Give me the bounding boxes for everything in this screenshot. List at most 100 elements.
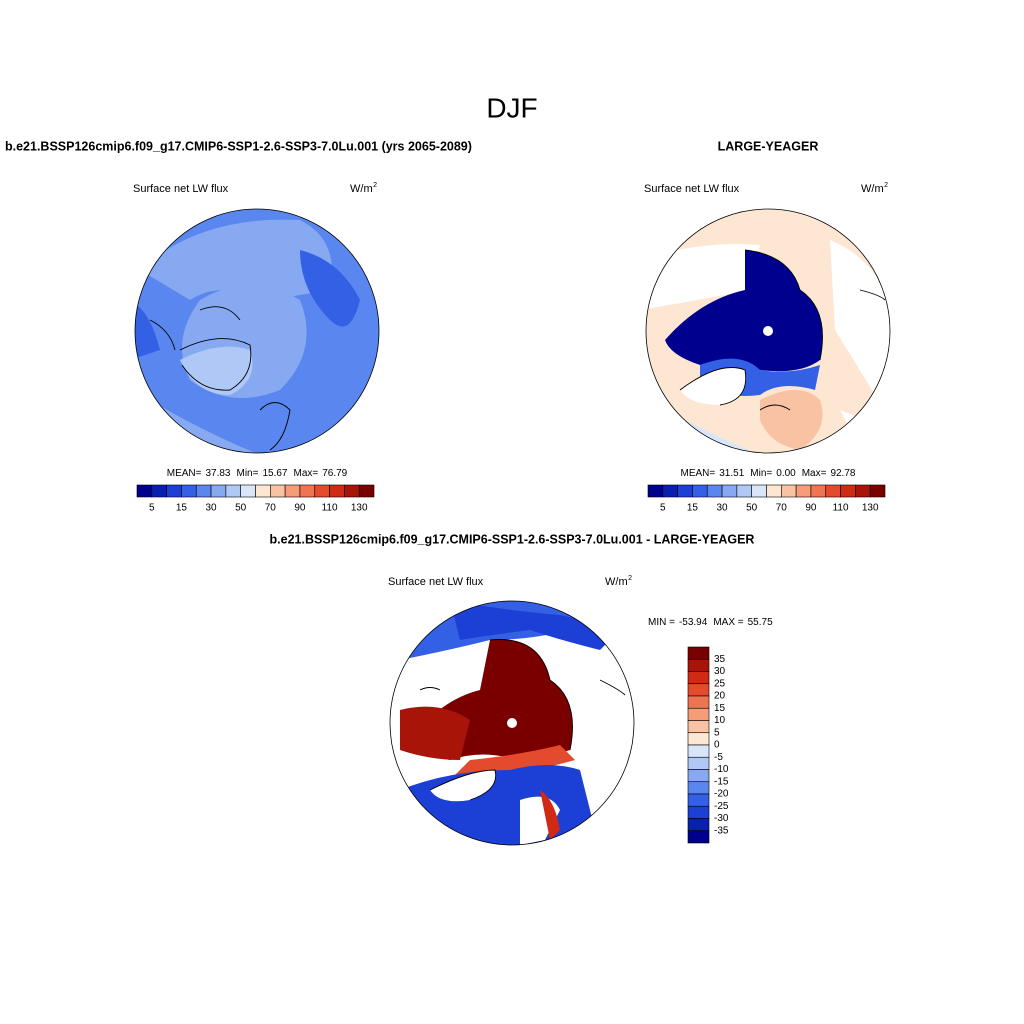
stat-name: MEAN= — [167, 468, 202, 479]
colorbar-tick-label: 110 — [833, 503, 849, 514]
colorbar-tick-label: 25 — [714, 678, 726, 689]
colorbar-tick-label: 35 — [714, 654, 726, 665]
stat-name: Min= — [750, 468, 772, 479]
coastline — [149, 306, 291, 451]
colorbar-tick-label: 15 — [714, 703, 726, 714]
panel-title: b.e21.BSSP126cmip6.f09_g17.CMIP6-SSP1-2.… — [5, 139, 472, 153]
field-label: Surface net LW flux — [644, 183, 740, 195]
colorbar-box — [687, 769, 710, 783]
field-label: Surface net LW flux — [133, 183, 229, 195]
colorbar-tick-label: -10 — [714, 764, 729, 775]
colorbar-tick-label: 110 — [322, 503, 338, 514]
field-label: Surface net LW flux — [388, 576, 484, 588]
colorbar-tick-label: 90 — [294, 503, 306, 514]
colorbar-box — [225, 484, 241, 498]
map-border — [645, 208, 891, 454]
colorbar-tick-label: 30 — [206, 503, 218, 514]
stat-name: Max= — [293, 468, 318, 479]
colorbar-box — [181, 484, 197, 498]
colorbar-box — [869, 484, 886, 498]
stat-value: 15.67 — [262, 468, 287, 479]
stat-name: Max= — [802, 468, 827, 479]
colorbar-box — [687, 744, 710, 758]
stats: MEAN= 31.51 Min= 0.00 Max= 92.78 — [681, 468, 856, 479]
colorbar-tick-label: 90 — [805, 503, 817, 514]
colorbar-box — [855, 484, 871, 498]
colorbar-tick-label: 130 — [351, 503, 368, 514]
colorbar-box — [255, 484, 271, 498]
colorbar-tick-label: -20 — [714, 789, 729, 800]
colorbar-box — [195, 484, 212, 498]
colorbar-tick-label: -35 — [714, 825, 729, 836]
colorbar-box — [687, 781, 710, 795]
colorbar-box — [840, 484, 856, 498]
colorbar-tick-label: 5 — [660, 503, 666, 514]
colorbar-tick-label: -15 — [714, 776, 729, 787]
stat-value: 31.51 — [719, 468, 744, 479]
colorbar-box — [210, 484, 227, 498]
stat-value: 0.00 — [776, 468, 796, 479]
colorbar-box — [284, 484, 301, 498]
colorbar-box — [662, 484, 678, 498]
colorbar-tick-label: 70 — [776, 503, 788, 514]
suptitle: DJF — [486, 92, 537, 123]
stats: MIN = -53.94 MAX = 55.75 — [648, 617, 773, 628]
colorbar-tick-label: 130 — [862, 503, 879, 514]
colorbar-box — [329, 484, 345, 498]
colorbar-box — [766, 484, 782, 498]
colorbar-box — [270, 484, 286, 498]
colorbar-box — [358, 484, 375, 498]
map-border — [389, 600, 635, 846]
colorbar-box — [687, 671, 710, 685]
colorbar-tick-label: 50 — [235, 503, 247, 514]
colorbar-tick-label: 50 — [746, 503, 758, 514]
colorbar-box — [687, 683, 710, 697]
colorbar-box — [240, 484, 256, 498]
stat-name: MAX = — [713, 617, 743, 628]
colorbar-box — [151, 484, 167, 498]
colorbar-box — [687, 695, 710, 709]
colorbar-box — [687, 707, 710, 721]
colorbar-tick-label: 15 — [176, 503, 188, 514]
units: W/m — [861, 183, 884, 195]
colorbar-tick-label: 30 — [717, 503, 729, 514]
panel-title: LARGE-YEAGER — [718, 139, 819, 153]
colorbar-tick-label: 0 — [714, 740, 720, 751]
colorbar-box — [692, 484, 708, 498]
stat-value: -53.94 — [679, 617, 708, 628]
units-sup: 2 — [373, 182, 377, 189]
colorbar-box — [677, 484, 693, 498]
colorbar-box — [706, 484, 723, 498]
stat-name: MIN = — [648, 617, 675, 628]
panel-title: b.e21.BSSP126cmip6.f09_g17.CMIP6-SSP1-2.… — [270, 532, 755, 546]
colorbar-tick-label: -25 — [714, 801, 729, 812]
colorbar-box — [136, 484, 153, 498]
colorbar-box — [647, 484, 664, 498]
colorbar-box — [687, 756, 710, 770]
colorbar-box — [687, 793, 710, 807]
colorbar-box — [687, 805, 710, 819]
colorbar-box — [781, 484, 797, 498]
colorbar-box — [687, 830, 710, 844]
colorbar-box — [795, 484, 812, 498]
colorbar-box — [687, 732, 710, 746]
colorbar-box — [751, 484, 767, 498]
units: W/m — [350, 183, 373, 195]
colorbar-box — [299, 484, 316, 498]
colorbar-tick-label: 15 — [687, 503, 699, 514]
colorbar-tick-label: 70 — [265, 503, 277, 514]
map-3 — [390, 601, 634, 845]
colorbar-box — [166, 484, 182, 498]
colorbar-box — [687, 658, 710, 672]
colorbar-tick-label: 30 — [714, 666, 726, 677]
stat-value: 76.79 — [322, 468, 347, 479]
colorbar-box — [825, 484, 841, 498]
map-1 — [135, 209, 379, 453]
colorbar-tick-label: -30 — [714, 813, 729, 824]
colorbar-tick-label: 10 — [714, 715, 726, 726]
stats: MEAN= 37.83 Min= 15.67 Max= 76.79 — [167, 468, 348, 479]
colorbar-box — [721, 484, 738, 498]
units: W/m — [605, 576, 628, 588]
